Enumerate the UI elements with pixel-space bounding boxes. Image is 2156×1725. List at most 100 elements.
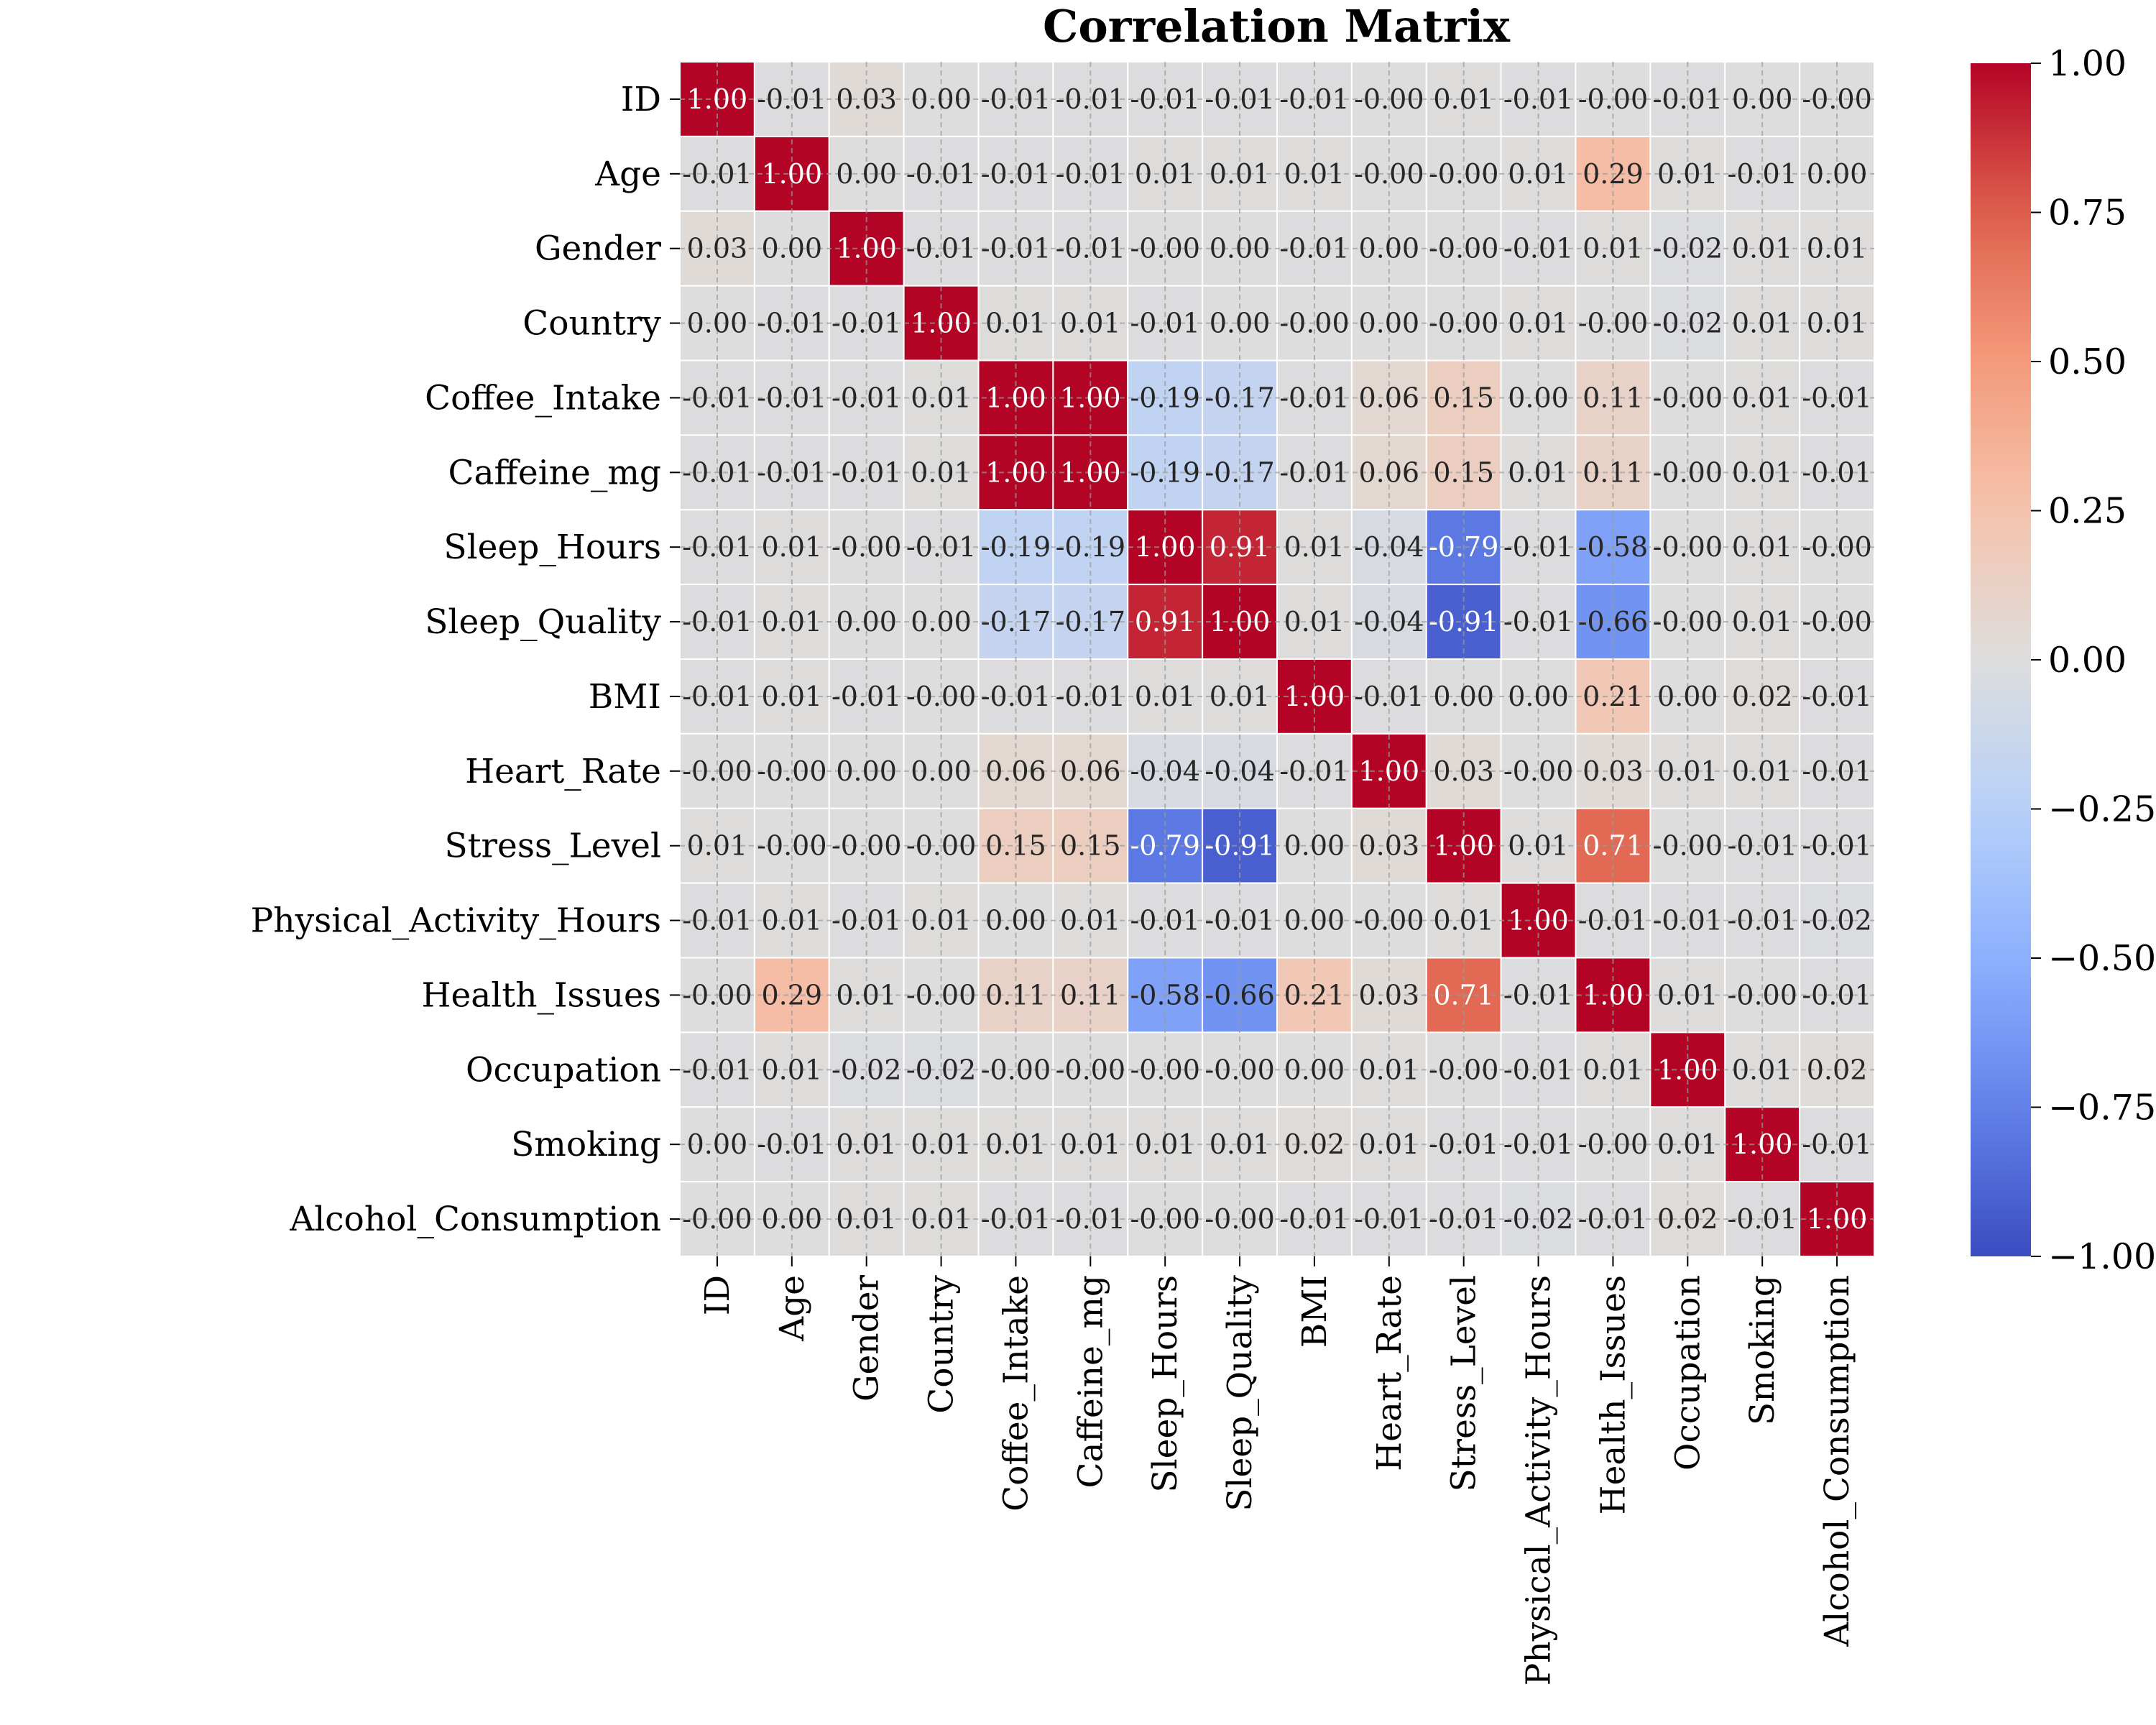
cell-value-label: -0.01 [1279, 382, 1349, 413]
cell-value-label: -0.01 [1429, 1203, 1498, 1235]
cell-value-label: -0.01 [1279, 83, 1349, 115]
cell-value-label: -0.01 [682, 681, 752, 712]
cell-value-label: -0.01 [1204, 905, 1274, 937]
cell-value-label: -0.02 [831, 1054, 901, 1085]
cell-value-label: -0.00 [682, 1203, 752, 1235]
cell-value-label: -0.04 [1130, 755, 1199, 787]
cell-value-label: 0.00 [911, 606, 972, 638]
cell-value-label: 0.03 [836, 83, 897, 115]
cell-value-label: 0.01 [1060, 308, 1121, 339]
cell-value-label: -0.00 [1653, 456, 1723, 488]
cell-value-label: -0.00 [1204, 1054, 1274, 1085]
cell-value-label: 0.01 [911, 456, 972, 488]
cell-value-label: 0.00 [1210, 308, 1271, 339]
cell-value-label: -0.02 [1503, 1203, 1573, 1235]
x-tick-label: Physical_Activity_Hours [1519, 1275, 1559, 1685]
cell-value-label: -0.79 [1429, 531, 1498, 563]
cell-value-label: 1.00 [985, 382, 1046, 413]
cell-value-label: -0.01 [682, 905, 752, 937]
cell-value-label: 0.03 [687, 233, 748, 264]
cell-value-label: -0.17 [981, 606, 1051, 638]
cell-value-label: 0.01 [1210, 1128, 1271, 1160]
cell-value-label: -0.01 [1802, 1128, 1871, 1160]
cell-value-label: 0.01 [911, 1203, 972, 1235]
cell-value-label: 0.00 [1359, 233, 1420, 264]
cell-value-label: -0.01 [757, 1128, 826, 1160]
colorbar: 1.00 0.75 0.50 0.25 0.00 −0.25 −0.50 −0.75 −1.00 [1971, 43, 2156, 1277]
cell-value-label: -0.01 [831, 905, 901, 937]
colorbar-tick-label: 0.50 [2048, 341, 2127, 382]
cell-value-label: 0.00 [1284, 830, 1345, 862]
cell-value-label: 0.01 [1807, 308, 1868, 339]
x-tick-label: ID [698, 1275, 737, 1315]
x-tick-label: Coffee_Intake [996, 1275, 1036, 1512]
cell-value-label: -0.00 [1429, 158, 1498, 190]
cell-value-label: 0.06 [985, 755, 1046, 787]
cell-value-label: 0.01 [1732, 308, 1793, 339]
y-axis: ID Age Gender Country Coffee_Intake Caffeine_… [251, 80, 680, 1239]
x-tick-label: Occupation [1668, 1275, 1708, 1471]
cell-value-label: 0.01 [1359, 1054, 1420, 1085]
cell-value-label: 0.01 [836, 1203, 897, 1235]
cell-value-label: 0.01 [985, 1128, 1046, 1160]
cell-value-label: -0.01 [1130, 905, 1199, 937]
cell-value-label: 0.01 [1732, 233, 1793, 264]
cell-value-label: -0.01 [1802, 456, 1871, 488]
cell-value-label: -0.00 [1578, 1128, 1648, 1160]
x-tick-label: BMI [1295, 1275, 1335, 1348]
cell-value-label: 0.01 [762, 1054, 823, 1085]
cell-value-label: 0.01 [836, 1128, 897, 1160]
x-tick-label: Sleep_Quality [1220, 1275, 1260, 1512]
cell-value-label: -0.01 [1578, 905, 1648, 937]
cell-value-label: -0.00 [757, 830, 826, 862]
cell-value-label: 1.00 [1583, 979, 1644, 1011]
cell-value-label: 0.01 [1732, 531, 1793, 563]
cell-value-label: 0.91 [1210, 531, 1271, 563]
cell-value-label: 0.71 [1433, 979, 1494, 1011]
cell-value-label: -0.00 [1578, 308, 1648, 339]
cell-value-label: 0.06 [1060, 755, 1121, 787]
cell-value-label: 0.00 [985, 905, 1046, 937]
cell-value-label: -0.00 [906, 979, 976, 1011]
cell-value-label: 1.00 [1210, 606, 1271, 638]
cell-value-label: -0.01 [1802, 830, 1871, 862]
cell-value-label: -0.01 [682, 531, 752, 563]
colorbar-tick-label: −1.00 [2048, 1236, 2156, 1277]
cell-value-label: 0.01 [1508, 158, 1569, 190]
cell-value-label: -0.00 [981, 1054, 1051, 1085]
cell-value-label: 0.00 [1210, 233, 1271, 264]
cell-value-label: -0.00 [1727, 979, 1797, 1011]
cell-value-label: 0.71 [1583, 830, 1644, 862]
cell-value-label: 0.03 [1433, 755, 1494, 787]
cell-value-label: -0.00 [682, 979, 752, 1011]
cell-value-label: 0.02 [1807, 1054, 1868, 1085]
cell-value-label: -0.19 [1130, 456, 1199, 488]
cell-value-label: 0.01 [762, 531, 823, 563]
cell-value-label: -0.17 [1204, 382, 1274, 413]
heatmap-gridlines [680, 62, 1874, 1256]
cell-value-label: -0.01 [682, 158, 752, 190]
cell-value-label: 0.02 [1732, 681, 1793, 712]
colorbar-tick-label: −0.75 [2048, 1087, 2156, 1128]
cell-value-label: 0.01 [1135, 158, 1196, 190]
cell-value-label: 0.01 [911, 382, 972, 413]
cell-value-label: 0.00 [1433, 681, 1494, 712]
cell-value-label: -0.01 [906, 158, 976, 190]
cell-value-label: 0.01 [1583, 1054, 1644, 1085]
cell-value-label: 0.01 [1060, 1128, 1121, 1160]
cell-value-label: -0.01 [1279, 755, 1349, 787]
cell-value-label: -0.79 [1130, 830, 1199, 862]
cell-value-label: -0.00 [1503, 755, 1573, 787]
cell-value-label: -0.01 [831, 681, 901, 712]
cell-value-label: 1.00 [1060, 456, 1121, 488]
cell-value-label: -0.01 [1130, 308, 1199, 339]
cell-value-label: -0.17 [1204, 456, 1274, 488]
cell-value-label: 1.00 [687, 83, 748, 115]
cell-value-label: 0.00 [1732, 83, 1793, 115]
x-tick-label: Alcohol_Consumption [1818, 1275, 1857, 1647]
y-tick-label: Age [594, 155, 661, 194]
cell-value-label: -0.01 [1503, 531, 1573, 563]
cell-value-label: 0.11 [1060, 979, 1121, 1011]
cell-value-label: -0.00 [682, 755, 752, 787]
cell-value-label: -0.00 [1653, 531, 1723, 563]
